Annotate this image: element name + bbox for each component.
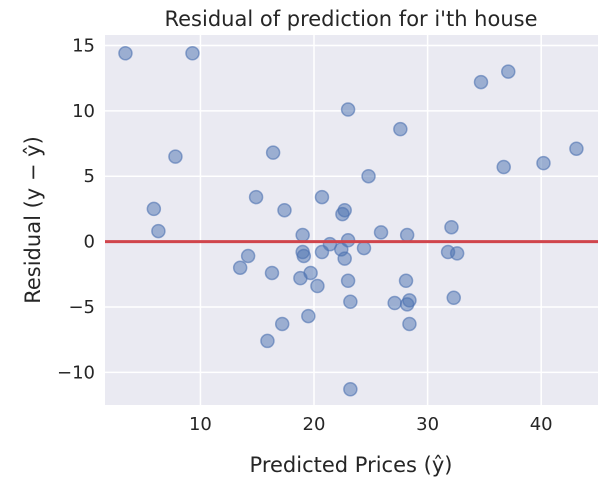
- data-point: [536, 155, 551, 171]
- data-point: [335, 206, 350, 222]
- x-axis-label: Predicted Prices (ŷ): [250, 453, 453, 477]
- data-point: [151, 223, 166, 239]
- plot-area: [105, 35, 598, 405]
- y-tick-label: −5: [68, 297, 95, 318]
- data-point: [398, 273, 414, 289]
- data-point: [232, 260, 248, 275]
- data-point: [496, 159, 511, 175]
- data-point: [387, 295, 402, 311]
- data-point: [340, 273, 356, 289]
- data-point: [118, 46, 133, 61]
- tick-labels: 10 20 30 40 −10 −5 0 5 10 15: [57, 35, 553, 435]
- data-point: [264, 265, 280, 281]
- data-points: [118, 46, 584, 397]
- data-point: [303, 265, 318, 281]
- data-point: [310, 278, 325, 294]
- data-point: [260, 333, 275, 349]
- data-point: [393, 121, 408, 137]
- y-tick-label: 10: [72, 101, 95, 122]
- x-tick-label: 20: [303, 414, 326, 435]
- data-point: [501, 64, 516, 79]
- data-point: [446, 290, 461, 306]
- data-point: [240, 248, 256, 264]
- data-point: [314, 189, 330, 205]
- data-point: [343, 382, 358, 397]
- x-tick-label: 40: [530, 414, 553, 435]
- y-tick-label: 5: [84, 166, 95, 187]
- data-point: [337, 251, 352, 266]
- chart-title: Residual of prediction for i'th house: [164, 7, 537, 31]
- data-point: [473, 74, 489, 90]
- data-point: [399, 227, 415, 243]
- x-tick-label: 10: [189, 414, 212, 435]
- data-point: [444, 219, 459, 235]
- data-point: [361, 168, 376, 184]
- data-point: [265, 145, 281, 160]
- data-point: [314, 244, 330, 260]
- data-point: [356, 240, 372, 256]
- data-point: [168, 149, 183, 164]
- data-point: [295, 227, 310, 243]
- data-point: [569, 141, 584, 156]
- data-point: [274, 316, 290, 332]
- data-point: [402, 316, 417, 332]
- data-point: [296, 248, 312, 264]
- y-axis-label: Residual (y − ŷ): [21, 136, 45, 304]
- y-tick-label: 15: [72, 35, 95, 56]
- data-point: [402, 293, 417, 308]
- data-point: [343, 294, 358, 309]
- data-point: [373, 225, 389, 240]
- data-point: [277, 202, 292, 218]
- data-point: [146, 201, 162, 217]
- y-tick-label: 0: [84, 232, 95, 253]
- y-tick-label: −10: [57, 362, 95, 383]
- x-tick-label: 30: [416, 414, 439, 435]
- data-point: [340, 102, 356, 117]
- data-point: [301, 308, 316, 324]
- data-point: [449, 246, 465, 261]
- data-point: [185, 46, 200, 61]
- data-point: [248, 189, 264, 205]
